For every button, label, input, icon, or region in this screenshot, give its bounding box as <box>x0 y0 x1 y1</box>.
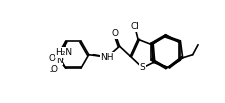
Text: S: S <box>140 63 146 72</box>
Text: O: O <box>111 29 118 38</box>
Text: +: + <box>60 55 65 61</box>
Text: N: N <box>56 56 63 65</box>
Text: H₂N: H₂N <box>56 48 73 57</box>
Text: O: O <box>48 54 55 63</box>
Text: -: - <box>50 67 52 76</box>
Text: NH: NH <box>101 53 114 61</box>
Text: O: O <box>51 65 58 74</box>
Text: Cl: Cl <box>130 22 139 32</box>
